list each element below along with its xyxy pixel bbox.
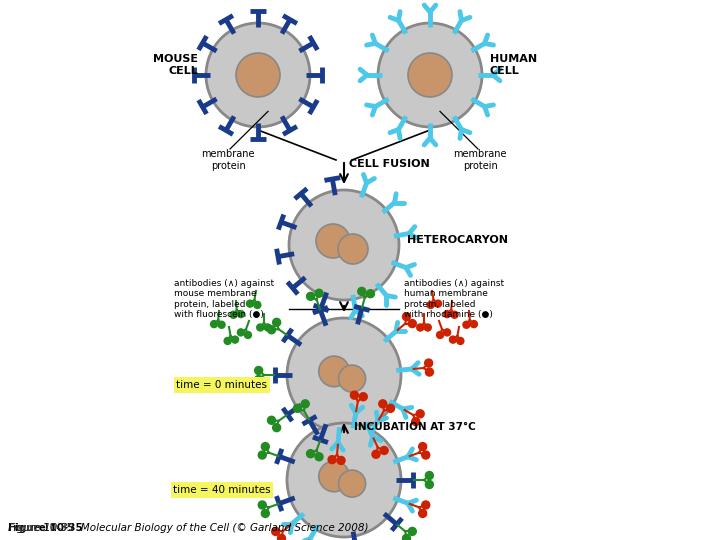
Circle shape — [268, 326, 276, 334]
Circle shape — [258, 501, 266, 509]
Circle shape — [424, 324, 431, 331]
Circle shape — [307, 292, 315, 300]
Circle shape — [408, 528, 416, 536]
Circle shape — [451, 311, 458, 318]
Circle shape — [273, 424, 281, 431]
Circle shape — [444, 310, 451, 318]
Circle shape — [255, 367, 263, 375]
Circle shape — [470, 321, 477, 328]
Text: MOUSE
CELL: MOUSE CELL — [153, 54, 198, 76]
Text: membrane
protein: membrane protein — [202, 149, 255, 171]
Circle shape — [402, 313, 410, 321]
Circle shape — [427, 301, 434, 308]
Circle shape — [271, 528, 279, 536]
Circle shape — [218, 321, 225, 328]
Circle shape — [408, 53, 452, 97]
Circle shape — [287, 423, 401, 537]
Circle shape — [232, 336, 238, 343]
Circle shape — [277, 534, 286, 540]
Circle shape — [238, 310, 244, 318]
Circle shape — [261, 443, 269, 450]
Circle shape — [224, 338, 231, 345]
Circle shape — [416, 410, 424, 418]
Circle shape — [287, 318, 401, 432]
Circle shape — [206, 23, 310, 127]
Circle shape — [254, 301, 261, 308]
Circle shape — [379, 400, 387, 408]
Circle shape — [294, 404, 302, 413]
Circle shape — [338, 365, 366, 392]
Circle shape — [387, 404, 395, 413]
Circle shape — [378, 23, 482, 127]
Circle shape — [255, 375, 263, 383]
Text: time = 40 minutes: time = 40 minutes — [174, 485, 271, 495]
Circle shape — [316, 224, 350, 258]
Circle shape — [463, 321, 470, 328]
Circle shape — [258, 451, 266, 459]
Circle shape — [435, 300, 441, 307]
Circle shape — [426, 481, 433, 489]
Circle shape — [351, 391, 359, 399]
Circle shape — [315, 289, 323, 297]
Circle shape — [261, 509, 269, 517]
Circle shape — [366, 290, 374, 298]
Circle shape — [358, 287, 366, 295]
Circle shape — [273, 319, 281, 326]
Circle shape — [328, 456, 336, 464]
Text: membrane
protein: membrane protein — [454, 149, 507, 171]
Circle shape — [422, 451, 430, 459]
Circle shape — [319, 356, 349, 387]
Circle shape — [426, 368, 433, 376]
Text: INCUBATION AT 37°C: INCUBATION AT 37°C — [354, 422, 476, 433]
Circle shape — [238, 329, 244, 336]
Circle shape — [444, 329, 451, 336]
Circle shape — [436, 332, 444, 339]
Circle shape — [289, 190, 399, 300]
Circle shape — [422, 501, 430, 509]
Circle shape — [307, 450, 315, 458]
Circle shape — [264, 324, 271, 331]
Text: Figure 10-35: Figure 10-35 — [8, 523, 80, 533]
Circle shape — [359, 393, 367, 401]
Circle shape — [408, 320, 416, 328]
Circle shape — [230, 311, 237, 318]
Text: time = 0 minutes: time = 0 minutes — [176, 380, 268, 390]
Circle shape — [418, 443, 427, 450]
Circle shape — [301, 400, 309, 408]
Text: HETEROCARYON: HETEROCARYON — [407, 235, 508, 245]
Text: Figure 10-35  Molecular Biology of the Cell (© Garland Science 2008): Figure 10-35 Molecular Biology of the Ce… — [8, 523, 369, 533]
Circle shape — [315, 453, 323, 461]
Circle shape — [244, 332, 251, 339]
Circle shape — [338, 234, 368, 264]
Text: antibodies (∧) against
mouse membrane
protein, labeled
with fluorescein (●): antibodies (∧) against mouse membrane pr… — [174, 279, 274, 319]
Circle shape — [417, 324, 424, 331]
Circle shape — [425, 359, 433, 367]
Text: antibodies (∧) against
human membrane
protein, labeled
with rhodamine (●): antibodies (∧) against human membrane pr… — [404, 279, 504, 319]
Circle shape — [457, 338, 464, 345]
Circle shape — [268, 416, 276, 424]
Circle shape — [426, 471, 433, 480]
Circle shape — [380, 447, 388, 455]
Circle shape — [337, 456, 345, 464]
Circle shape — [338, 470, 366, 497]
Text: CELL FUSION: CELL FUSION — [349, 159, 430, 169]
Circle shape — [372, 450, 380, 458]
Circle shape — [257, 324, 264, 331]
Circle shape — [402, 534, 410, 540]
Circle shape — [236, 53, 280, 97]
Text: Figure 10-35: Figure 10-35 — [8, 523, 80, 533]
Circle shape — [412, 417, 420, 426]
Circle shape — [319, 461, 349, 492]
Text: HUMAN
CELL: HUMAN CELL — [490, 54, 537, 76]
Circle shape — [418, 509, 427, 517]
Circle shape — [210, 321, 217, 328]
Circle shape — [449, 336, 456, 343]
Circle shape — [246, 300, 253, 307]
Text: Figure 10-35: Figure 10-35 — [8, 523, 90, 533]
